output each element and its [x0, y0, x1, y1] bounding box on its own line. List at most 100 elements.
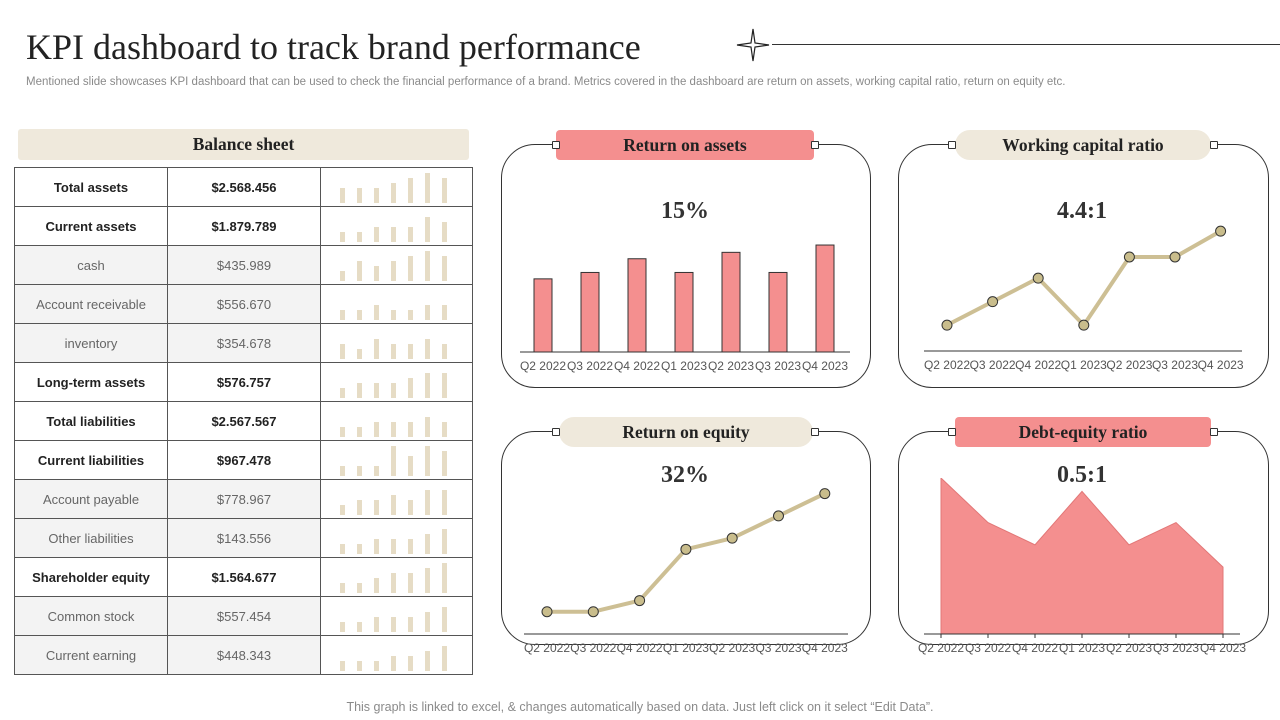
sparkline-chart [339, 446, 447, 476]
roa-tick-label: Q4 2023 [802, 359, 848, 373]
sparkline-bar [356, 349, 362, 359]
roa-bar [815, 244, 835, 353]
table-row: cash $435.989 [14, 245, 473, 285]
roa-tick-label: Q4 2022 [614, 359, 660, 373]
sparkline-chart [339, 563, 447, 593]
roa-bar [674, 271, 694, 353]
der-value: 0.5:1 [1057, 462, 1107, 488]
der-chart: Q2 2022 Q3 2022 Q4 2022 Q1 2023 Q2 2023 Q3 20… [918, 478, 1246, 655]
roe-left-handle [552, 428, 560, 436]
row-sparkline [320, 557, 473, 597]
sparkline-bar [407, 227, 413, 242]
row-sparkline [320, 596, 473, 636]
row-value: $1.564.677 [167, 557, 321, 597]
sparkline-bar [390, 383, 396, 398]
row-sparkline [320, 401, 473, 441]
sparkline-bar [424, 612, 430, 632]
roe-point [726, 532, 738, 544]
sparkline-bar [407, 344, 413, 359]
der-tick-label: Q4 2023 [1200, 641, 1246, 655]
sparkline-chart [339, 373, 447, 398]
sparkline-bar [373, 539, 379, 554]
sparkline-bar [356, 427, 362, 437]
sparkline-bar [356, 232, 362, 242]
wcr-line [946, 229, 1222, 328]
sparkline-bar [356, 661, 362, 671]
roe-tick-label: Q2 2022 [524, 641, 570, 655]
sparkline-bar [441, 256, 447, 281]
sparkline-bar [407, 310, 413, 320]
sparkline-bar [356, 583, 362, 593]
sparkline-bar [441, 451, 447, 476]
sparkline-bar [441, 607, 447, 632]
sparkline-bar [407, 456, 413, 476]
sparkline-bar [390, 422, 396, 437]
sparkline-bar [441, 529, 447, 554]
sparkline-bar [390, 656, 396, 671]
der-tick-label: Q4 2022 [1012, 641, 1058, 655]
wcr-point [987, 296, 999, 308]
roa-chart: Q2 2022 Q3 2022 Q4 2022 Q1 2023 Q2 2023 Q3 20… [520, 244, 850, 373]
sparkline-bar [424, 417, 430, 437]
page-subtitle: Mentioned slide showcases KPI dashboard … [26, 76, 1066, 88]
sparkline-chart [339, 251, 447, 281]
roe-chart: Q2 2022 Q3 2022 Q4 2022 Q1 2023 Q2 2023 Q3 20… [524, 488, 848, 655]
table-row: Current earning $448.343 [14, 635, 473, 675]
wcr-tick-label: Q4 2022 [1015, 358, 1061, 372]
sparkline-bar [373, 500, 379, 515]
row-value: $354.678 [167, 323, 321, 363]
roe-point [634, 595, 646, 607]
roa-tick-label: Q2 2022 [520, 359, 566, 373]
roe-tick-label: Q3 2022 [570, 641, 616, 655]
row-value: $143.556 [167, 518, 321, 558]
roe-title: Return on equity [559, 417, 813, 447]
wcr-left-handle [948, 141, 956, 149]
sparkline-bar [407, 573, 413, 593]
sparkline-bar [339, 622, 345, 632]
row-label: Current liabilities [14, 440, 168, 480]
der-left-handle [948, 428, 956, 436]
wcr-point [1078, 319, 1090, 331]
balance-sheet-table: Total assets $2.568.456 Current assets $1.8… [14, 167, 473, 675]
der-right-handle [1210, 428, 1218, 436]
wcr-value: 4.4:1 [1057, 198, 1107, 224]
roe-value: 32% [661, 462, 709, 488]
row-label: Total liabilities [14, 401, 168, 441]
sparkline-bar [441, 563, 447, 593]
sparkline-bar [390, 495, 396, 515]
sparkline-bar [441, 305, 447, 320]
roe-panel [501, 431, 871, 645]
roa-tick-label: Q3 2023 [755, 359, 801, 373]
wcr-point [1215, 225, 1227, 237]
sparkline-bar [407, 378, 413, 398]
balance-sheet-title: Balance sheet [18, 129, 469, 160]
der-tick-label: Q1 2023 [1059, 641, 1105, 655]
sparkline-bar [390, 261, 396, 281]
roa-tick-label: Q1 2023 [661, 359, 707, 373]
sparkline-bar [339, 544, 345, 554]
wcr-title: Working capital ratio [955, 130, 1211, 160]
wcr-chart: Q2 2022 Q3 2022 Q4 2022 Q1 2023 Q2 2023 Q3 20… [924, 225, 1244, 372]
sparkline-bar [407, 656, 413, 671]
table-row: Shareholder equity $1.564.677 [14, 557, 473, 597]
row-value: $576.757 [167, 362, 321, 402]
row-value: $557.454 [167, 596, 321, 636]
roe-tick-label: Q2 2023 [709, 641, 755, 655]
table-row: Current liabilities $967.478 [14, 440, 473, 480]
sparkline-bar [390, 227, 396, 242]
table-row: Long-term assets $576.757 [14, 362, 473, 402]
sparkline-bar [390, 344, 396, 359]
title-divider [772, 44, 1280, 45]
roa-tick-label: Q3 2022 [567, 359, 613, 373]
wcr-point [1123, 251, 1135, 263]
sparkline-bar [339, 505, 345, 515]
sparkline-bar [356, 261, 362, 281]
sparkline-bar [339, 427, 345, 437]
sparkline-bar [424, 651, 430, 671]
roa-bar [580, 271, 600, 353]
sparkline-bar [339, 232, 345, 242]
table-row: Other liabilities $143.556 [14, 518, 473, 558]
roe-point [819, 488, 831, 500]
sparkline-bar [424, 251, 430, 281]
sparkline-bar [356, 188, 362, 203]
